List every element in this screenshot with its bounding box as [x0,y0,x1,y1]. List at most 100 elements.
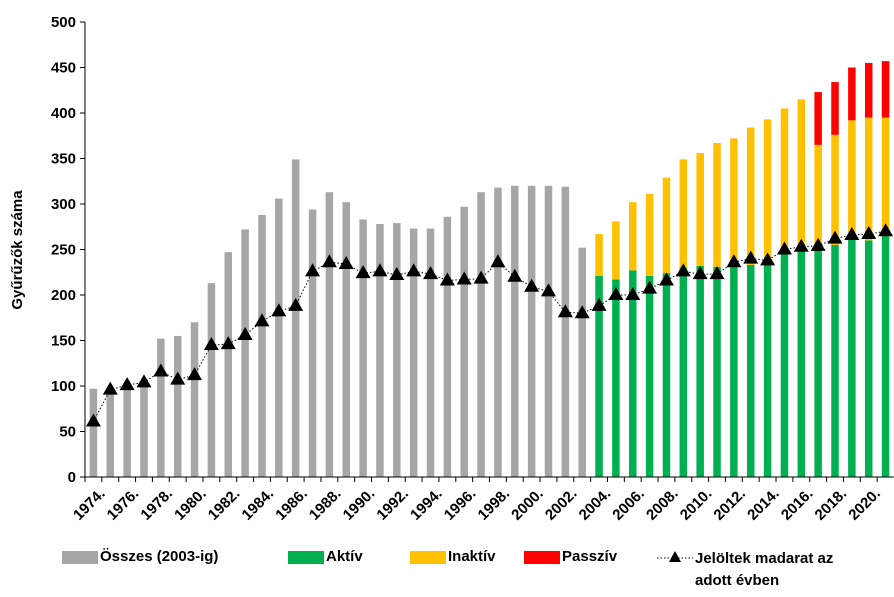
line-marker [456,271,472,285]
x-tick-label: 1984. [239,485,278,524]
line-marker [658,272,674,286]
bar [258,214,266,478]
bar [89,388,98,477]
x-tick-label: 2012. [711,485,750,524]
line-marker [776,241,792,255]
y-tick-label: 0 [68,469,76,486]
line-marker [557,304,573,318]
bar [797,99,806,252]
bar [780,108,789,252]
bar [730,138,738,263]
line-marker [642,280,658,294]
line-marker [237,327,253,341]
line-marker [85,413,101,427]
bar [881,61,890,118]
legend-label: Jelöltek madarat az adott évben [695,550,834,589]
bar [578,247,586,477]
bar [848,67,856,121]
legend-label: Aktív [326,548,363,565]
legend-swatch [410,551,446,564]
bar [730,262,738,477]
line-marker [102,381,118,395]
chart: Gyűrűzők száma 0 50 100 150 200 250 300 350 400 4… [9,14,894,524]
x-tick-label: 1974. [70,485,109,524]
bar [342,202,350,477]
x-tick-label: 1996. [441,485,480,524]
x-tick-label: 2004. [576,485,615,524]
bar [864,117,873,241]
y-tick-label: 250 [51,242,76,259]
line-marker [675,263,691,277]
x-tick-label: 2018. [812,485,851,524]
x-tick-label: 2008. [643,485,682,524]
line-marker [439,272,455,286]
bar [831,134,839,245]
line-marker [861,226,877,240]
y-tick-label: 400 [51,105,76,122]
bar [426,228,435,477]
bar [460,206,468,478]
legend-label: Összes (2003-ig) [100,548,219,565]
x-tick-label: 2002. [542,485,581,524]
bar [477,192,485,478]
bar [881,235,890,477]
bar [612,279,620,477]
bar [696,265,704,477]
x-tick-label: 2020. [845,485,884,524]
line-marker [844,226,860,240]
line-marker [254,313,270,327]
bar [713,266,721,477]
bar [864,240,873,477]
line-marker [136,374,152,388]
y-tick-label: 200 [51,287,76,304]
line-marker [793,238,809,252]
line-marker [574,305,590,319]
bar [409,228,418,477]
x-tick-label: 1986. [272,485,311,524]
x-tick-label: 2000. [508,485,547,524]
bar [780,251,789,477]
x-tick-label: 1982. [205,485,244,524]
x-tick-label: 1992. [373,485,412,524]
line-marker [743,250,759,264]
bar [662,273,671,477]
x-tick-label: 1976. [104,485,143,524]
bar [359,219,367,477]
bar [763,262,772,477]
bar [814,249,822,477]
bar [679,159,688,268]
bar [629,202,637,271]
bar [123,386,131,477]
bar [325,192,334,478]
line-marker [473,270,489,284]
y-tick-label: 50 [59,424,76,441]
y-tick-label: 150 [51,333,76,350]
line-marker [288,297,304,311]
bar [864,62,873,118]
bar [645,275,654,477]
line-marker [490,254,506,268]
line-marker [524,278,540,292]
y-tick-label: 500 [51,14,76,31]
bar [763,119,772,263]
legend-label: Inaktív [448,548,496,565]
line-marker [827,230,843,244]
bar [814,144,822,250]
line-marker [406,263,422,277]
bar [814,92,822,145]
line-marker [338,256,354,270]
line-marker [608,287,624,300]
bar [207,283,216,477]
bar [831,82,839,135]
line-marker [355,265,371,279]
x-tick-label: 2010. [677,485,716,524]
bar [376,224,384,477]
x-tick-label: 1998. [475,485,514,524]
bar [645,193,654,276]
x-tick-label: 1994. [407,485,446,524]
line-marker [203,337,219,351]
bar [140,383,148,477]
bar [173,335,182,477]
bar [511,185,519,478]
bar [275,198,283,478]
